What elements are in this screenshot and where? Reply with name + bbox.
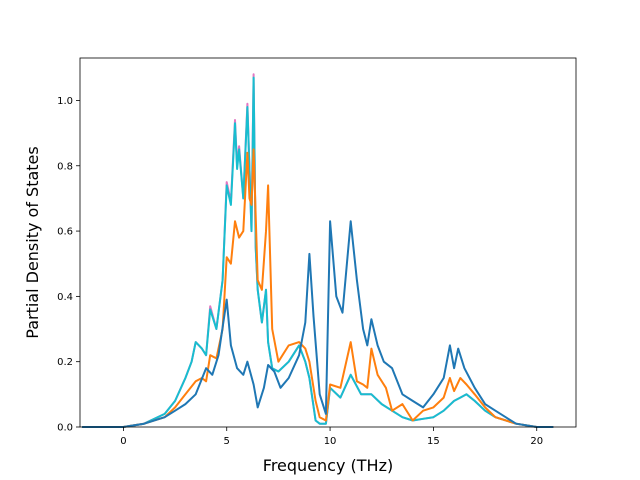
x-tick-label: 15 xyxy=(427,436,440,447)
series-line-4 xyxy=(82,220,554,428)
y-tick-label: 0.4 xyxy=(57,292,73,303)
plot-frame xyxy=(79,57,577,428)
y-tick-label: 0.2 xyxy=(57,357,73,368)
x-tick-label: 5 xyxy=(224,436,230,447)
x-axis-label: Frequency (THz) xyxy=(263,456,393,475)
x-axis-ticks: 0 5 10 15 20 xyxy=(120,427,543,447)
y-tick-label: 0.0 xyxy=(57,423,73,434)
x-tick-label: 10 xyxy=(324,436,337,447)
series-line-3 xyxy=(82,148,554,428)
y-tick-label: 0.6 xyxy=(57,227,73,238)
x-tick-label: 0 xyxy=(120,436,126,447)
series-layer xyxy=(82,73,554,428)
y-axis-ticks: 0.0 0.2 0.4 0.6 0.8 1.0 xyxy=(57,96,80,434)
series-line-2 xyxy=(82,76,554,428)
y-tick-label: 1.0 xyxy=(57,96,73,107)
y-tick-label: 0.8 xyxy=(57,161,73,172)
x-tick-label: 20 xyxy=(530,436,543,447)
y-axis-label: Partial Density of States xyxy=(23,146,42,338)
